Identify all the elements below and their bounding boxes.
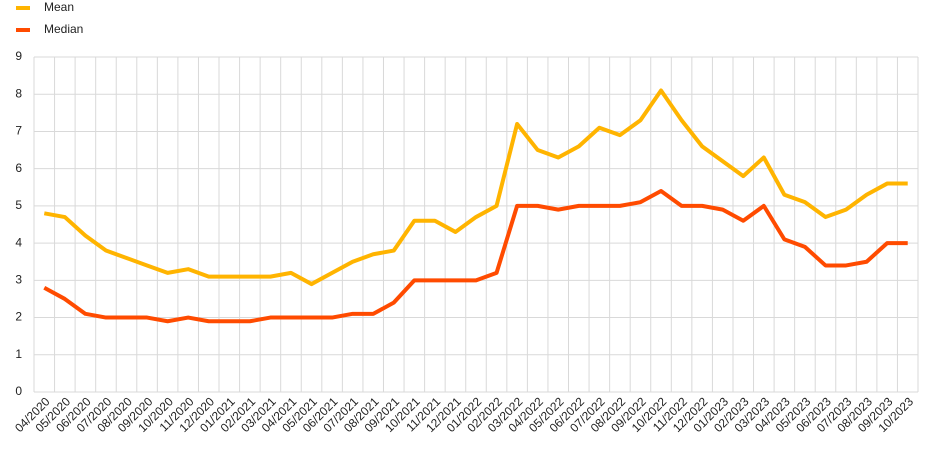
y-tick-label: 7 (15, 124, 22, 138)
y-tick-label: 8 (15, 86, 22, 100)
y-tick-label: 0 (15, 384, 22, 398)
y-tick-label: 3 (15, 273, 22, 287)
y-tick-label: 1 (15, 347, 22, 361)
legend-label: Median (44, 22, 83, 36)
y-tick-label: 5 (15, 198, 22, 212)
series-line (43, 189, 908, 324)
legend-label: Mean (44, 0, 74, 14)
series-line (43, 88, 908, 287)
y-tick-label: 2 (15, 310, 22, 324)
y-tick-label: 9 (15, 49, 22, 63)
y-tick-label: 4 (15, 235, 22, 249)
y-tick-label: 6 (15, 161, 22, 175)
